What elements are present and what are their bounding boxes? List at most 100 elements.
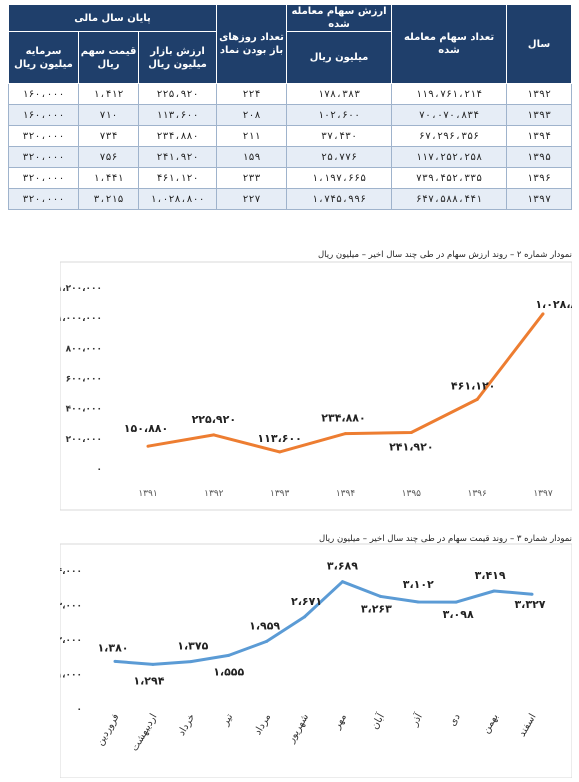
table-cell-capital: ۳۲۰،۰۰۰ xyxy=(7,167,80,189)
table-cell-shares: ۷۰،۰۷۰،۸۳۴ xyxy=(391,104,508,126)
x-tick-label: ۱۳۹۴ xyxy=(336,489,356,499)
x-tick-label: بهمن xyxy=(481,712,501,736)
table-cell-shares: ۱۱۷،۲۵۲،۲۵۸ xyxy=(391,146,508,168)
data-point xyxy=(265,639,269,643)
share-price-chart: نمودار شماره ۳ – روند قیمت سهام در طی چن… xyxy=(57,528,573,779)
data-point xyxy=(409,431,413,435)
table-cell-year: ۱۳۹۵ xyxy=(506,146,573,168)
table-cell-value: ۱۰۲،۶۰۰ xyxy=(286,104,393,126)
data-point xyxy=(189,660,193,664)
data-label: ۱،۹۵۹ xyxy=(249,619,280,632)
shares-table: سال تعداد سهام معامله شده ارزش سهام معام… xyxy=(7,4,573,210)
data-label: ۱۵۰،۸۸۰ xyxy=(124,422,168,435)
table-cell-capital: ۳۲۰،۰۰۰ xyxy=(7,125,80,147)
y-tick-label: ۲،۰۰۰ xyxy=(60,636,82,646)
table-cell-days: ۲۱۱ xyxy=(216,125,288,147)
col-value-traded-unit: میلیون ریال xyxy=(286,31,393,84)
table-cell-value: ۲۵،۷۷۶ xyxy=(286,146,393,168)
table-cell-year: ۱۳۹۲ xyxy=(506,83,573,105)
data-point xyxy=(454,600,458,604)
x-tick-label: اردیبهشت xyxy=(129,712,159,753)
table-cell-capital: ۱۶۰،۰۰۰ xyxy=(7,104,80,126)
x-tick-label: آذر xyxy=(407,710,425,729)
x-tick-label: مهر xyxy=(331,712,349,732)
table-cell-price: ۷۳۴ xyxy=(78,125,140,147)
table-cell-shares: ۱۱۹،۷۶۱،۲۱۴ xyxy=(391,83,508,105)
data-label: ۱،۵۵۵ xyxy=(213,665,244,678)
data-label: ۲،۶۷۱ xyxy=(291,595,322,608)
table-cell-price: ۷۱۰ xyxy=(78,104,140,126)
x-tick-label: فروردین xyxy=(95,712,122,748)
table-cell-year: ۱۳۹۳ xyxy=(506,104,573,126)
table-cell-capital: ۱۶۰،۰۰۰ xyxy=(7,83,80,105)
table-row: ۱۳۹۵ ۱۱۷،۲۵۲،۲۵۸ ۲۵،۷۷۶ ۱۵۹ ۲۴۱،۹۲۰ ۷۵۶ ۳۲۰،۰۰… xyxy=(7,146,573,168)
table-cell-price: ۷۵۶ xyxy=(78,146,140,168)
data-label: ۳،۲۶۳ xyxy=(361,602,392,615)
table-cell-price: ۱،۴۴۱ xyxy=(78,167,140,189)
table-cell-value: ۱۷۸،۳۸۳ xyxy=(286,83,393,105)
table-row: ۱۳۹۴ ۶۷،۲۹۶،۳۵۶ ۳۷،۴۳۰ ۲۱۱ ۲۳۴،۸۸۰ ۷۳۴ ۳۲۰،۰۰۰ xyxy=(7,125,573,147)
market-value-chart: نمودار شماره ۲ – روند ارزش سهام در طی چن… xyxy=(57,238,579,518)
table-cell-days: ۲۲۷ xyxy=(216,188,288,210)
x-tick-label: دی xyxy=(447,712,463,728)
y-tick-label: ۶۰۰،۰۰۰ xyxy=(66,375,102,385)
data-point xyxy=(344,432,347,436)
data-point xyxy=(541,312,545,316)
table-cell-shares: ۶۷،۲۹۶،۳۵۶ xyxy=(391,125,508,147)
data-point xyxy=(212,433,216,437)
table-cell-year: ۱۳۹۷ xyxy=(506,188,573,210)
data-point xyxy=(227,653,231,657)
table-cell-value: ۳۷،۴۳۰ xyxy=(286,125,393,147)
x-tick-label: تیر xyxy=(220,712,236,728)
table-cell-days: ۲۲۴ xyxy=(216,83,288,105)
table-cell-capital: ۳۲۰،۰۰۰ xyxy=(7,188,80,210)
table-cell-year: ۱۳۹۶ xyxy=(506,167,573,189)
col-capital: سرمایه میلیون ریال xyxy=(7,31,80,84)
data-label: ۳،۳۲۷ xyxy=(514,598,545,611)
y-tick-label: ۰ xyxy=(97,465,103,475)
series-line xyxy=(114,580,533,666)
data-label: ۳،۴۱۹ xyxy=(475,569,506,582)
x-tick-label: اسفند xyxy=(517,712,539,739)
table-cell-year: ۱۳۹۴ xyxy=(506,125,573,147)
y-tick-label: ۱،۰۰۰،۰۰۰ xyxy=(60,314,102,324)
data-label: ۴۶۱،۱۲۰ xyxy=(451,379,495,392)
data-point xyxy=(475,397,479,401)
y-tick-label: ۰ xyxy=(77,705,83,715)
table-cell-shares: ۷۳۹،۴۵۲،۳۳۵ xyxy=(391,167,508,189)
y-tick-label: ۴۰۰،۰۰۰ xyxy=(66,405,102,415)
x-tick-label: مرداد xyxy=(252,712,273,737)
data-point xyxy=(113,659,117,663)
table-cell-capital: ۳۲۰،۰۰۰ xyxy=(7,146,80,168)
table-cell-market: ۲۲۵،۹۲۰ xyxy=(138,83,218,105)
table-cell-days: ۲۳۳ xyxy=(216,167,288,189)
y-tick-label: ۱،۰۰۰ xyxy=(60,671,82,681)
col-year: سال xyxy=(506,4,573,84)
data-point xyxy=(151,662,155,666)
x-tick-label: ۱۳۹۶ xyxy=(467,489,487,499)
data-label: ۱،۳۷۵ xyxy=(177,640,208,653)
data-label: ۱،۰۲۸،۸۰۰ xyxy=(535,298,572,311)
x-tick-label: ۱۳۹۵ xyxy=(402,489,422,499)
data-label: ۲۳۴،۸۸۰ xyxy=(321,412,365,425)
x-tick-label: آبان xyxy=(368,710,388,731)
x-tick-label: ۱۳۹۳ xyxy=(270,489,290,499)
table-row: ۱۳۹۷ ۶۴۷،۵۸۸،۴۴۱ ۱،۷۴۵،۹۹۶ ۲۲۷ ۱،۰۲۸،۸۰۰ ۳،۲۱… xyxy=(7,188,573,210)
chart-title: نمودار شماره ۳ – روند قیمت سهام در طی چن… xyxy=(319,534,572,544)
table-cell-days: ۱۵۹ xyxy=(216,146,288,168)
col-days-open: تعداد روزهای باز بودن نماد xyxy=(216,4,288,84)
col-value-traded: ارزش سهام معامله شده xyxy=(286,4,393,32)
x-tick-label: ۱۳۹۲ xyxy=(204,489,224,499)
data-point xyxy=(416,600,420,604)
table-row: ۱۳۹۲ ۱۱۹،۷۶۱،۲۱۴ ۱۷۸،۳۸۳ ۲۲۴ ۲۲۵،۹۲۰ ۱،۴۱۲ ۱۶۰… xyxy=(7,83,573,105)
x-tick-label: شهریور xyxy=(285,712,311,745)
col-shares-traded: تعداد سهام معامله شده xyxy=(391,4,508,84)
col-share-price: قیمت سهم ریال xyxy=(78,31,140,84)
data-point xyxy=(278,450,282,454)
y-tick-label: ۳،۰۰۰ xyxy=(60,602,82,612)
table-cell-market: ۴۶۱،۱۲۰ xyxy=(138,167,218,189)
table-cell-price: ۳،۲۱۵ xyxy=(78,188,140,210)
data-label: ۳،۶۸۹ xyxy=(327,560,358,573)
data-point xyxy=(378,594,382,598)
data-label: ۲۲۵،۹۲۰ xyxy=(192,413,236,426)
